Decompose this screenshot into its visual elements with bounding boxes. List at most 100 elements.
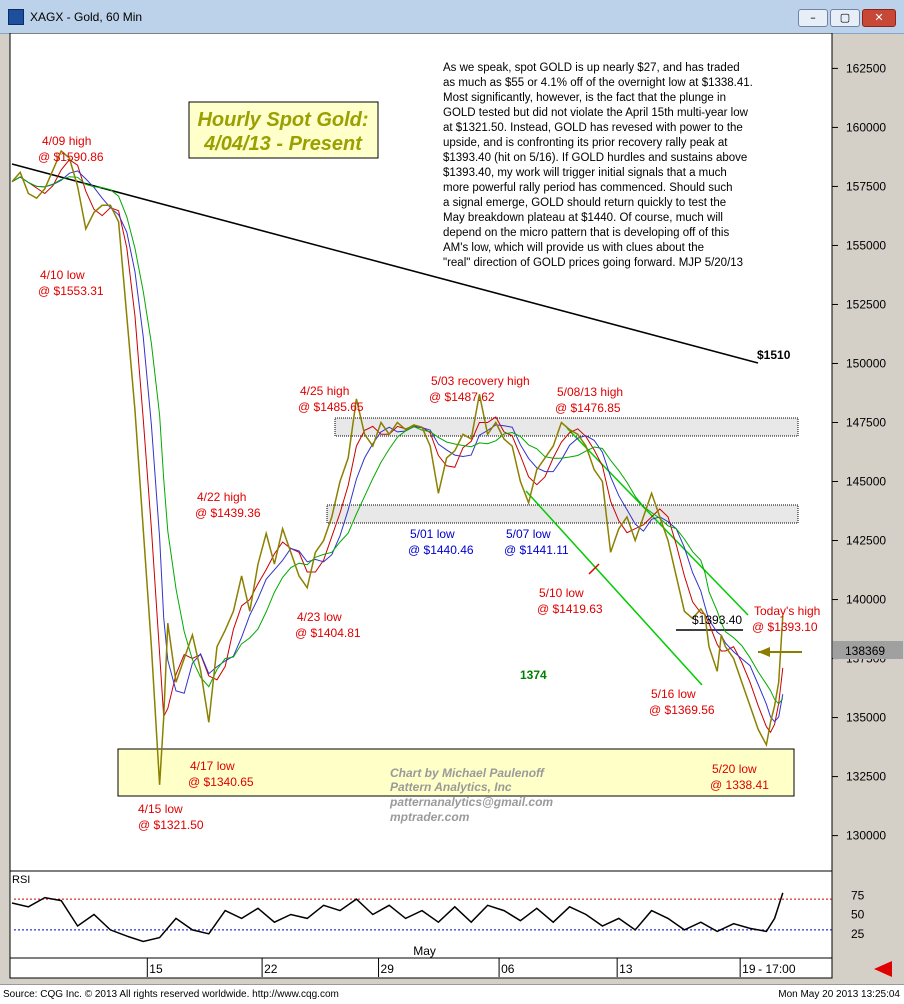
price-axis: 162500 160000 157500 155000 152500 150000 1475…: [832, 61, 886, 843]
commentary-line: "real" direction of GOLD prices going fo…: [443, 257, 743, 269]
annotation-today-label: Today's high: [754, 604, 820, 618]
commentary-line: GOLD tested but did not violate the Apri…: [443, 107, 749, 119]
annotation-may01-value: @ $1440.46: [408, 543, 474, 557]
commentary-line: As we speak, spot GOLD is up nearly $27,…: [443, 62, 740, 74]
price-series: [11, 149, 784, 785]
commentary-line: depend on the micro pattern that is deve…: [443, 227, 729, 239]
level-1393-label: $1393.40: [692, 613, 742, 627]
status-bar: Source: CQG Inc. © 2013 All rights reser…: [0, 984, 904, 1004]
annotation-apr25-value: @ $1485.65: [298, 400, 364, 414]
price-tick-label: 150000: [846, 356, 886, 370]
commentary-line: upside, and is confronting its prior rec…: [443, 137, 728, 149]
annotation-may20-value: @ 1338.41: [710, 778, 769, 792]
gold-chart: 162500 160000 157500 155000 152500 150000 1475…: [9, 33, 903, 979]
channel-lower-line: [525, 490, 703, 686]
annotation-apr10-label: 4/10 low: [40, 268, 85, 282]
time-tick-label: 29: [381, 962, 395, 976]
moving-average-line: [11, 176, 784, 705]
price-tick-label: 155000: [846, 238, 886, 252]
time-tick-label: 13: [619, 962, 633, 976]
commentary-line: a signal emerge, GOLD should return quic…: [443, 197, 726, 209]
annotation-may20-label: 5/20 low: [712, 762, 757, 776]
price-tick-label: 162500: [846, 61, 886, 75]
annotation-may07-value: @ $1441.11: [504, 543, 569, 557]
annotation-may07-label: 5/07 low: [506, 527, 551, 541]
label-1374: 1374: [520, 668, 547, 682]
price-tick-label: 140000: [846, 593, 886, 607]
status-datetime: Mon May 20 2013 13:25:04: [778, 989, 900, 1000]
annotation-may03-label: 5/03 recovery high: [431, 374, 530, 388]
rsi-axis: 75 50 25: [851, 888, 865, 941]
commentary-line: $1393.40 (hit on 5/16). If GOLD hurdles …: [443, 152, 747, 164]
annotation-apr15-value: @ $1321.50: [138, 818, 204, 832]
price-tick-label: 152500: [846, 297, 886, 311]
month-label: May: [413, 944, 436, 958]
status-source: Source: CQG Inc. © 2013 All rights reser…: [3, 989, 339, 1000]
window-titlebar: XAGX - Gold, 60 Min – ▢ ✕: [0, 0, 904, 34]
annotation-apr22-label: 4/22 high: [197, 490, 246, 504]
commentary-line: $1393.40, my work will trigger initial s…: [443, 167, 727, 179]
annotation-apr09-label: 4/09 high: [42, 134, 91, 148]
chart-title-line2: 4/04/13 - Present: [203, 133, 363, 155]
annotation-may16-value: @ $1369.56: [649, 703, 715, 717]
annotation-apr17-label: 4/17 low: [190, 759, 235, 773]
scroll-left-arrow-icon[interactable]: [874, 961, 892, 977]
price-tick-label: 132500: [846, 770, 886, 784]
annotation-may16-label: 5/16 low: [651, 687, 696, 701]
commentary-line: AM's low, which will provide us with clu…: [443, 242, 704, 254]
time-tail-label: - 17:00: [758, 962, 796, 976]
annotation-may10-value: @ $1419.63: [537, 602, 603, 616]
time-tick-label: 15: [149, 962, 163, 976]
commentary-line: Most significantly, however, is the fact…: [443, 92, 726, 104]
time-tick-label: 22: [264, 962, 278, 976]
close-button[interactable]: ✕: [862, 9, 896, 27]
rsi-tick-label: 75: [851, 888, 865, 902]
rsi-tick-label: 25: [851, 927, 865, 941]
commentary-text: As we speak, spot GOLD is up nearly $27,…: [443, 62, 753, 269]
today-arrow-icon: [758, 647, 770, 657]
annotation-apr15-label: 4/15 low: [138, 802, 183, 816]
annotation-may01-label: 5/01 low: [410, 527, 455, 541]
annotation-apr23-value: @ $1404.81: [295, 626, 361, 640]
annotation-may08-value: @ $1476.85: [555, 401, 621, 415]
restore-button[interactable]: ▢: [830, 9, 860, 27]
commentary-line: as much as $55 or 4.1% off of the overni…: [443, 77, 753, 89]
minimize-button[interactable]: –: [798, 9, 828, 27]
annotation-may08-label: 5/08/13 high: [557, 385, 623, 399]
rsi-label: RSI: [12, 874, 30, 886]
chart-title-box: [188, 101, 379, 159]
rsi-tick-label: 50: [851, 908, 865, 922]
annotation-apr17-value: @ $1340.65: [188, 775, 254, 789]
annotation-may03-value: @ $1487.62: [429, 390, 495, 404]
annotation-may10-label: 5/10 low: [539, 586, 584, 600]
price-tick-label: 135000: [846, 711, 886, 725]
annotation-apr23-label: 4/23 low: [297, 610, 342, 624]
time-tick-label: 19: [742, 962, 756, 976]
red-annotations: 4/09 high @ $1590.86 4/10 low @ $1553.31…: [38, 134, 820, 832]
credit-line: mptrader.com: [390, 810, 470, 824]
annotation-apr10-value: @ $1553.31: [38, 284, 104, 298]
plateau-zone: [326, 504, 799, 524]
time-tick-label: 06: [501, 962, 515, 976]
price-tick-label: 145000: [846, 475, 886, 489]
support-zone: [117, 748, 795, 797]
app-icon: [8, 9, 24, 25]
annotation-apr25-label: 4/25 high: [300, 384, 349, 398]
price-tick-label: 142500: [846, 534, 886, 548]
annotation-apr22-value: @ $1439.36: [195, 506, 261, 520]
price-tick-label: 160000: [846, 120, 886, 134]
time-axis: 15 22 29 06 13 19- 17:00 May: [146, 944, 796, 977]
chart-title-line1: Hourly Spot Gold:: [197, 109, 368, 131]
price-tick-label: 130000: [846, 829, 886, 843]
price-tick-label: 157500: [846, 179, 886, 193]
price-tick-label: 147500: [846, 415, 886, 429]
credit-line: Chart by Michael Paulenoff: [390, 766, 545, 780]
commentary-line: at $1321.50. Instead, GOLD has revesed w…: [443, 122, 743, 134]
credit-line: Pattern Analytics, Inc: [390, 780, 512, 794]
last-price-value: 138369: [845, 644, 885, 658]
commentary-line: more powerful rally period has commenced…: [443, 182, 733, 194]
may10-pointer: [588, 563, 600, 575]
rsi-series: [11, 892, 784, 943]
downtrend-line: [11, 163, 759, 364]
annotation-today-value: @ $1393.10: [752, 620, 818, 634]
